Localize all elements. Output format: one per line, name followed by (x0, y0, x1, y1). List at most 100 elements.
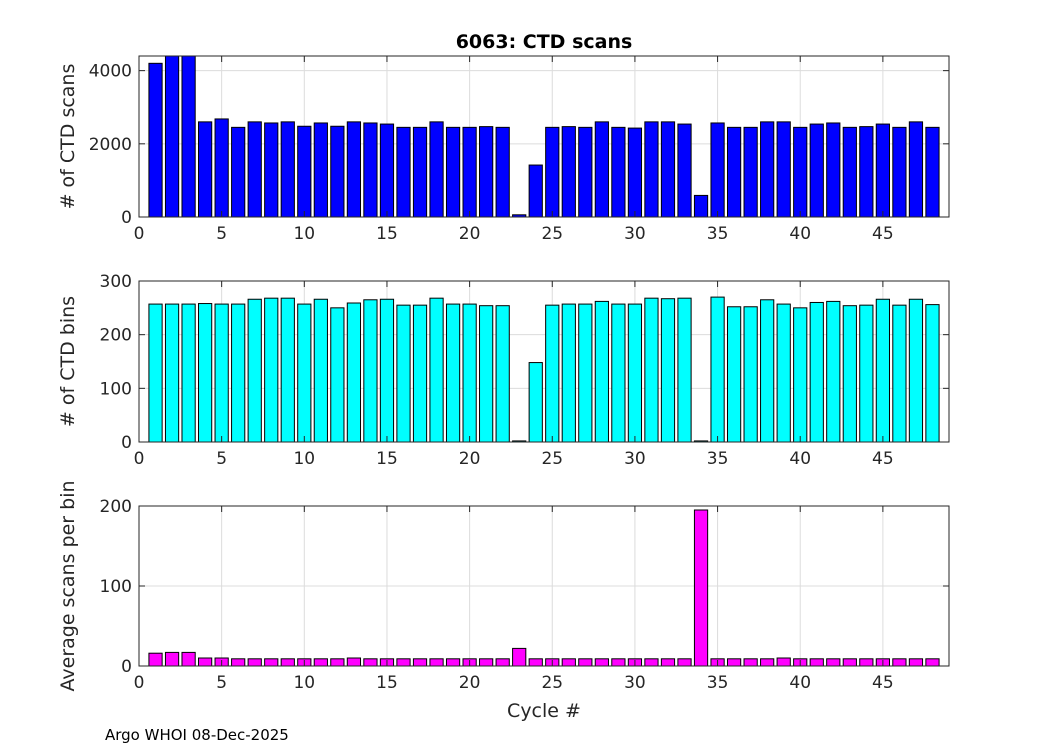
bar-cycle-39 (776, 303, 791, 443)
bar-cycle-37 (743, 658, 758, 667)
bar-cycle-12 (330, 658, 345, 667)
footer-credit: Argo WHOI 08-Dec-2025 (105, 726, 289, 744)
bar-cycle-36 (726, 306, 742, 443)
x-tick-label: 0 (134, 449, 145, 469)
bar-cycle-38 (760, 299, 775, 443)
bar-cycle-14 (363, 299, 378, 443)
bar-cycle-16 (396, 126, 411, 218)
bar-cycle-46 (892, 304, 907, 443)
bar-cycle-27 (578, 126, 593, 218)
bar-cycle-41 (809, 301, 824, 443)
bar-cycle-15 (379, 298, 395, 443)
bar-cycle-43 (842, 305, 857, 443)
bar-cycle-29 (611, 303, 626, 443)
bar-cycle-44 (859, 658, 874, 667)
bar-cycle-44 (859, 126, 874, 218)
bar-cycle-33 (677, 297, 692, 443)
y-axis-label: Average scans per bin (57, 480, 79, 691)
bar-cycle-17 (412, 126, 428, 218)
bar-cycle-26 (561, 303, 576, 443)
bar-cycle-25 (545, 304, 560, 443)
y-tick-label: 200 (100, 497, 132, 517)
x-tick-label: 25 (541, 449, 563, 469)
y-tick-label: 200 (100, 326, 132, 346)
bar-cycle-2 (164, 303, 180, 443)
y-tick-label: 4000 (89, 62, 132, 82)
bar-cycle-20 (462, 303, 477, 443)
bar-cycle-46 (892, 126, 907, 218)
bar-cycle-28 (594, 658, 609, 667)
y-tick-label: 2000 (89, 135, 132, 155)
bar-cycle-31 (644, 297, 659, 443)
bar-cycle-1 (148, 652, 163, 667)
bar-cycle-8 (264, 658, 279, 667)
axes-box (138, 55, 950, 218)
x-tick-label: 5 (216, 673, 227, 693)
bar-cycle-6 (231, 658, 246, 667)
bar-cycle-40 (793, 307, 808, 443)
bar-cycle-12 (330, 125, 345, 218)
bar-cycle-19 (445, 126, 461, 218)
bar-cycle-6 (231, 126, 246, 218)
bar-cycle-42 (826, 300, 841, 443)
bar-cycle-22 (495, 658, 510, 667)
bar-cycle-3 (181, 55, 196, 218)
bar-cycle-9 (280, 121, 295, 218)
bar-cycle-21 (479, 305, 494, 443)
bar-cycle-11 (313, 122, 328, 218)
bar-cycle-9 (280, 297, 295, 443)
x-tick-label: 0 (134, 673, 145, 693)
x-tick-label: 10 (293, 224, 315, 244)
bar-cycle-22 (495, 126, 510, 218)
bar-cycle-39 (776, 121, 791, 218)
x-tick-label: 20 (459, 224, 481, 244)
bar-cycle-40 (793, 126, 808, 218)
bar-cycle-32 (660, 658, 676, 667)
bar-cycle-44 (859, 304, 874, 443)
x-tick-label: 15 (376, 673, 398, 693)
bar-cycle-13 (346, 121, 362, 218)
bar-cycle-16 (396, 304, 411, 443)
bar-cycle-18 (429, 297, 444, 443)
bar-cycle-11 (313, 298, 328, 443)
bar-cycle-34 (693, 194, 709, 218)
bar-cycle-26 (561, 126, 576, 218)
bar-cycle-3 (181, 303, 196, 443)
x-tick-label: 40 (789, 449, 811, 469)
x-tick-label: 30 (624, 224, 646, 244)
bar-cycle-16 (396, 658, 411, 667)
bar-cycle-13 (346, 657, 362, 667)
bar-cycle-20 (462, 126, 477, 218)
bar-cycle-34 (693, 509, 709, 667)
bar-cycle-7 (247, 121, 262, 218)
y-tick-label: 0 (121, 433, 132, 453)
bar-cycle-6 (231, 303, 246, 443)
bar-cycle-11 (313, 658, 328, 667)
x-tick-label: 5 (216, 224, 227, 244)
bar-cycle-30 (627, 303, 643, 443)
bar-cycle-47 (908, 298, 924, 443)
bar-cycle-4 (198, 303, 213, 443)
y-tick-label: 100 (100, 379, 132, 399)
bar-cycle-22 (495, 305, 510, 443)
bar-cycle-42 (826, 658, 841, 667)
bar-cycle-19 (445, 303, 461, 443)
bar-cycle-21 (479, 126, 494, 218)
bar-cycle-24 (528, 164, 543, 218)
bar-cycle-15 (379, 123, 395, 218)
bar-cycle-21 (479, 658, 494, 667)
bar-cycle-4 (198, 657, 213, 667)
bar-cycle-18 (429, 658, 444, 667)
bar-cycle-47 (908, 121, 924, 218)
bar-cycle-43 (842, 658, 857, 667)
bar-cycle-8 (264, 122, 279, 218)
bar-cycle-19 (445, 658, 461, 667)
x-tick-label: 35 (707, 224, 729, 244)
bar-cycle-33 (677, 123, 692, 218)
x-tick-label: 15 (376, 449, 398, 469)
bar-cycle-29 (611, 126, 626, 218)
bar-cycle-42 (826, 122, 841, 218)
bar-cycle-30 (627, 127, 643, 218)
x-tick-label: 10 (293, 449, 315, 469)
